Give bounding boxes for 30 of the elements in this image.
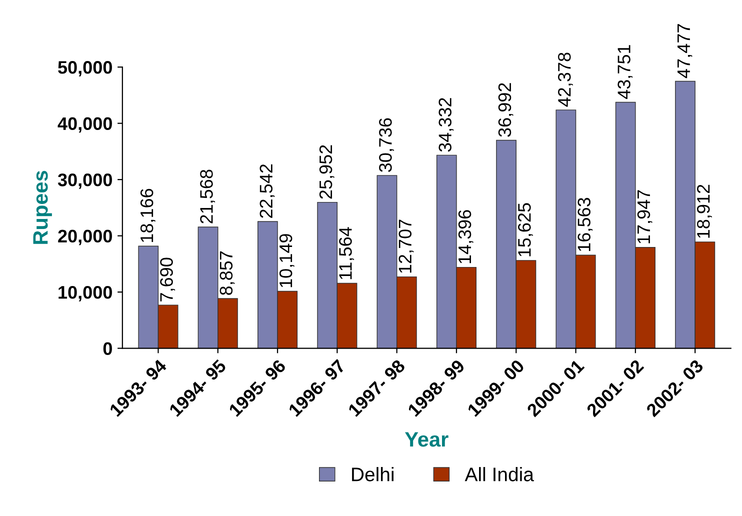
data-label: 18,166 xyxy=(140,188,156,242)
data-label: 25,952 xyxy=(319,145,334,199)
data-label: 36,992 xyxy=(498,83,514,137)
y-tick-label: 50,000 xyxy=(58,61,112,76)
legend-label: Delhi xyxy=(352,467,394,482)
y-tick-label: 10,000 xyxy=(58,286,112,302)
x-axis-title: Year xyxy=(404,432,448,447)
y-tick-label: 40,000 xyxy=(58,117,112,133)
data-label: 12,707 xyxy=(398,220,414,273)
y-axis-title: Rupees xyxy=(33,170,52,244)
y-tick-label: 20,000 xyxy=(58,230,112,246)
data-label: 30,736 xyxy=(379,118,394,172)
data-label: 47,477 xyxy=(677,24,692,78)
data-label: 7,690 xyxy=(160,258,176,302)
data-label: 34,332 xyxy=(438,98,454,152)
legend-label: All India xyxy=(464,467,534,482)
y-tick-label: 30,000 xyxy=(58,174,112,189)
data-label: 16,563 xyxy=(578,198,593,251)
data-label: 17,947 xyxy=(637,190,652,244)
data-label: 42,378 xyxy=(558,52,573,107)
data-label: 14,396 xyxy=(458,210,474,264)
data-label: 22,542 xyxy=(260,164,275,218)
data-label: 43,751 xyxy=(618,45,633,100)
data-label: 15,625 xyxy=(518,203,533,256)
data-label: 18,912 xyxy=(696,184,712,238)
data-label: 11,564 xyxy=(339,227,354,280)
data-label: 8,857 xyxy=(220,251,235,295)
data-label: 10,149 xyxy=(279,234,294,288)
y-tick-label: 0 xyxy=(103,342,112,356)
data-label: 21,568 xyxy=(200,170,216,224)
